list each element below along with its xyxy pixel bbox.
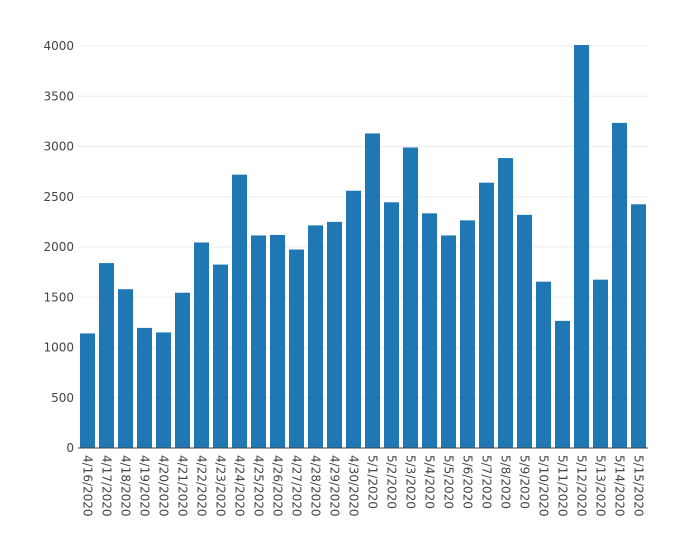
y-tick-label: 3500: [43, 89, 74, 103]
bar-5/2/2020: [384, 202, 399, 448]
bar-5/12/2020: [574, 45, 589, 448]
bar-5/11/2020: [555, 320, 570, 448]
x-tick-label: 5/13/2020: [594, 455, 608, 517]
bar-4/19/2020: [137, 327, 152, 448]
x-tick-label: 4/18/2020: [119, 455, 133, 517]
x-tick-label: 4/20/2020: [157, 455, 171, 517]
y-tick-label: 500: [51, 391, 74, 405]
bar-4/25/2020: [251, 235, 266, 448]
x-tick-label: 5/12/2020: [575, 455, 589, 517]
x-tick-label: 4/16/2020: [81, 455, 95, 517]
x-axis-tick-labels: 4/16/2020 4/17/2020 4/18/2020 4/19/2020 4/20…: [81, 455, 646, 517]
y-tick-label: 2500: [43, 190, 74, 204]
bar-5/4/2020: [422, 213, 437, 448]
bar-4/26/2020: [270, 234, 285, 448]
y-axis-tick-labels: 0 500 1000 1500 2000 2500 3000 3500 4000: [43, 39, 74, 455]
bar-4/21/2020: [175, 292, 190, 448]
x-tick-label: 5/14/2020: [613, 455, 627, 517]
x-tick-label: 5/9/2020: [518, 455, 532, 509]
bar-5/13/2020: [593, 279, 608, 448]
x-tick-label: 4/27/2020: [290, 455, 304, 517]
y-tick-label: 1000: [43, 341, 74, 355]
bar-5/10/2020: [536, 281, 551, 448]
x-tick-label: 4/21/2020: [176, 455, 190, 517]
x-tick-label: 4/23/2020: [214, 455, 228, 517]
bar-5/7/2020: [479, 182, 494, 448]
bar-5/1/2020: [365, 133, 380, 448]
x-tick-label: 5/4/2020: [423, 455, 437, 509]
y-tick-label: 1500: [43, 290, 74, 304]
bar-5/5/2020: [441, 235, 456, 448]
x-tick-label: 4/30/2020: [347, 455, 361, 517]
x-tick-label: 4/22/2020: [195, 455, 209, 517]
bar-4/30/2020: [346, 190, 361, 448]
bar-4/17/2020: [99, 263, 114, 448]
bar-4/28/2020: [308, 225, 323, 448]
x-tick-label: 5/15/2020: [632, 455, 646, 517]
y-tick-label: 0: [66, 441, 74, 455]
x-tick-label: 5/8/2020: [499, 455, 513, 509]
y-tick-label: 3000: [43, 140, 74, 154]
y-tick-label: 4000: [43, 39, 74, 53]
x-tick-label: 4/28/2020: [309, 455, 323, 517]
bar-4/27/2020: [289, 249, 304, 448]
bar-4/16/2020: [80, 333, 95, 448]
x-tick-label: 4/24/2020: [233, 455, 247, 517]
x-tick-label: 4/19/2020: [138, 455, 152, 517]
x-tick-label: 5/10/2020: [537, 455, 551, 517]
bar-5/3/2020: [403, 147, 418, 448]
bar-4/20/2020: [156, 332, 171, 448]
bar-4/24/2020: [232, 174, 247, 449]
x-tick-label: 4/17/2020: [100, 455, 114, 517]
bar-5/9/2020: [517, 214, 532, 448]
bar-4/22/2020: [194, 242, 209, 448]
bar-4/29/2020: [327, 221, 342, 448]
x-tick-label: 5/5/2020: [442, 455, 456, 509]
bar-5/14/2020: [612, 122, 627, 448]
bar-4/18/2020: [118, 289, 133, 448]
x-tick-label: 5/3/2020: [404, 455, 418, 509]
x-tick-label: 4/25/2020: [252, 455, 266, 517]
y-gridlines: [78, 45, 648, 399]
bars: [80, 45, 646, 449]
x-tick-label: 5/2/2020: [385, 455, 399, 509]
bar-4/23/2020: [213, 264, 228, 448]
x-tick-label: 5/6/2020: [461, 455, 475, 509]
x-tick-label: 5/11/2020: [556, 455, 570, 517]
y-tick-label: 2000: [43, 240, 74, 254]
x-tick-label: 4/26/2020: [271, 455, 285, 517]
bar-5/15/2020: [631, 204, 646, 448]
x-tick-label: 4/29/2020: [328, 455, 342, 517]
x-tick-label: 5/7/2020: [480, 455, 494, 509]
bar-5/8/2020: [498, 158, 513, 448]
x-tick-label: 5/1/2020: [366, 455, 380, 509]
bar-5/6/2020: [460, 220, 475, 448]
